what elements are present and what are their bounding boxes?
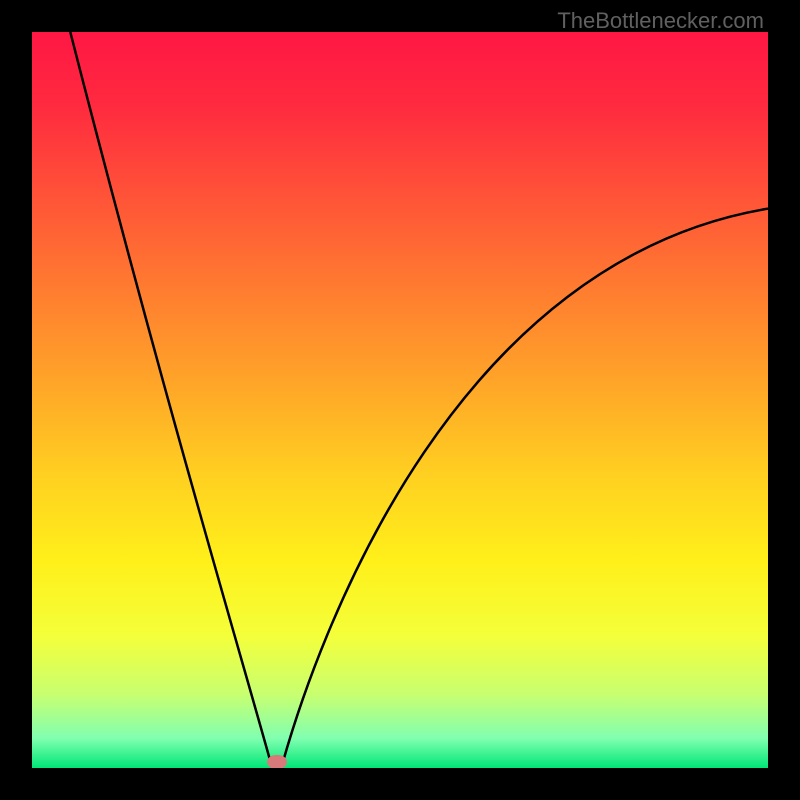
plot-area: [32, 32, 768, 768]
watermark-text: TheBottlenecker.com: [557, 8, 764, 34]
chart-frame: TheBottlenecker.com: [0, 0, 800, 800]
curve-left-branch: [70, 32, 271, 764]
curve-right-branch: [282, 209, 768, 765]
optimal-point-marker: [267, 755, 288, 768]
bottleneck-curve: [32, 32, 768, 768]
